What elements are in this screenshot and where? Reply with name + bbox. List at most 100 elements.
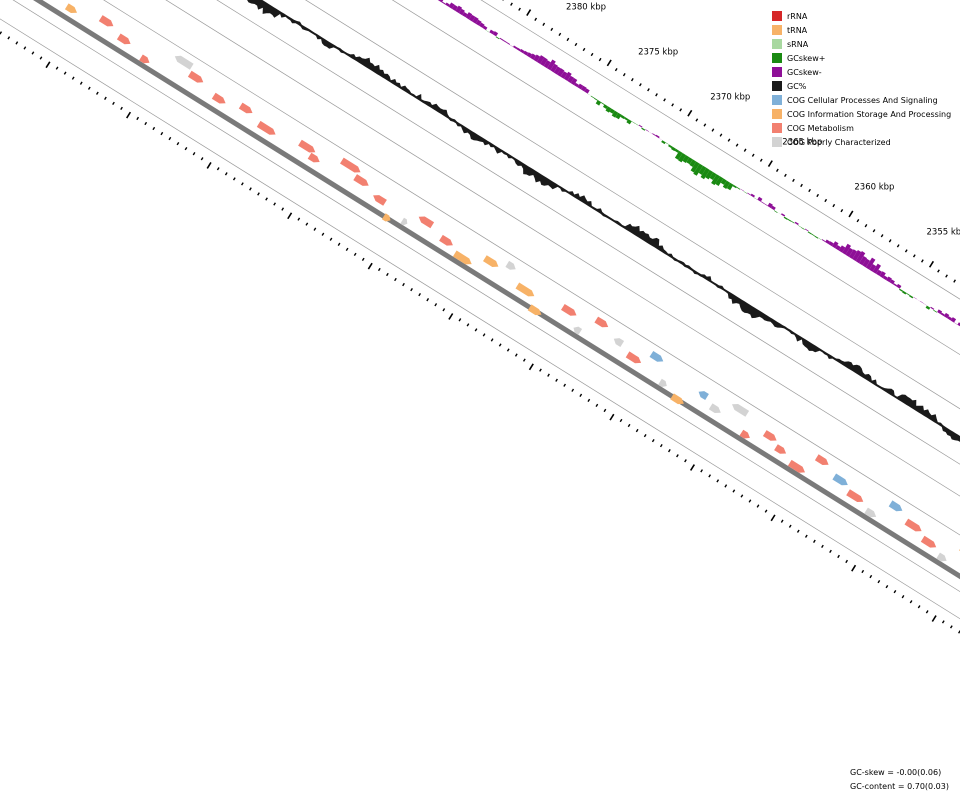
gc-skew-positive-segment (635, 123, 639, 126)
gc-skew-positive-segment (665, 142, 670, 145)
minor-tick (466, 323, 470, 327)
gc-skew-negative-segment (567, 75, 574, 84)
minor-tick (703, 123, 707, 127)
gc-skew-negative-segment (757, 196, 763, 202)
minor-tick (377, 267, 381, 272)
minor-tick (719, 133, 723, 137)
minor-tick (79, 81, 83, 85)
minor-tick (808, 188, 811, 193)
minor-tick (498, 343, 502, 347)
scale-ticks (0, 0, 960, 634)
gc-skew-negative-segment (764, 203, 768, 206)
gc-skew-negative-segment (804, 228, 809, 232)
gc-skew-positive-segment (902, 290, 907, 295)
gc-skew-positive-segment (594, 97, 598, 101)
legend-swatch (772, 95, 782, 105)
gc-skew-negative-segment (438, 0, 444, 3)
gc-skew-negative-segment (540, 57, 548, 67)
gc-skew-negative-segment (845, 247, 854, 257)
minor-tick (31, 51, 35, 55)
minor-tick (695, 118, 699, 122)
gc-skew-negative-segment (499, 37, 504, 41)
legend-swatch (772, 39, 782, 49)
gc-skew-negative-segment (913, 296, 917, 300)
gc-skew-negative-segment (645, 129, 649, 132)
minor-tick (87, 86, 91, 90)
minor-tick (232, 177, 236, 181)
minor-tick (579, 393, 583, 397)
gc-skew-negative-segment (574, 82, 579, 88)
gc-skew-negative-segment (652, 133, 656, 136)
gc-skew-negative-segment (760, 201, 765, 204)
gc-skew-negative-segment (584, 88, 590, 94)
gc-skew-negative-segment (893, 283, 898, 287)
legend-label: GC% (787, 81, 807, 91)
minor-tick (394, 277, 397, 282)
gc-skew-negative-segment (828, 241, 834, 247)
gc-skew-positive-segment (590, 95, 595, 99)
legend-label: COG Metabolism (787, 123, 854, 133)
guide-line (103, 0, 960, 536)
gc-skew-positive-segment (600, 102, 605, 105)
gc-skew-positive-segment (678, 153, 686, 163)
genome-backbone (33, 0, 960, 580)
minor-tick (112, 101, 115, 105)
gc-skew-negative-segment (930, 306, 935, 310)
gc-skew-positive-segment (709, 172, 717, 180)
gc-skew-negative-segment (523, 50, 529, 56)
gene-arrow (505, 260, 516, 270)
guide-line (216, 0, 960, 465)
gc-skew-positive-segment (605, 106, 612, 113)
minor-tick (941, 620, 945, 624)
gc-skew-positive-segment (753, 197, 758, 200)
minor-tick (353, 252, 357, 257)
minor-tick (917, 605, 921, 609)
minor-tick (518, 7, 521, 11)
gene-arrow (698, 391, 709, 400)
gc-skew-negative-segment (570, 77, 578, 86)
minor-tick (659, 444, 663, 448)
gene-arrow (116, 33, 131, 45)
gc-skew-negative-segment (513, 45, 518, 50)
gc-skew-negative-segment (872, 263, 881, 274)
gc-skew-positive-segment (671, 146, 676, 152)
gc-skew-positive-segment (818, 237, 822, 241)
gene-arrow (381, 213, 391, 222)
major-tick (689, 464, 696, 471)
gene-arrow (864, 507, 877, 518)
legend-label: GCskew+ (787, 53, 826, 63)
gc-skew-positive-segment (624, 117, 629, 121)
minor-tick (792, 178, 795, 183)
gc-skew-positive-segment (495, 36, 500, 40)
gc-skew-positive-segment (726, 182, 734, 191)
gc-skew-negative-segment (943, 312, 950, 319)
minor-tick (708, 474, 712, 478)
major-tick (609, 413, 615, 421)
gene-arrow (594, 316, 609, 328)
gc-skew-positive-segment (732, 184, 737, 189)
legend-item-cog-metabolism: COG Metabolism (772, 121, 951, 135)
gc-skew-negative-segment (770, 205, 776, 211)
gene-arrow (670, 393, 684, 405)
gc-skew-negative-segment (923, 303, 927, 306)
legend-label: tRNA (787, 25, 808, 35)
gc-skew-positive-segment (933, 309, 938, 313)
minor-tick (558, 32, 562, 37)
legend-swatch (772, 123, 782, 133)
minor-tick (813, 539, 816, 543)
legend-item-gcskew-plus: GCskew+ (772, 51, 951, 65)
gc-skew-negative-segment (563, 71, 572, 81)
guide-line (165, 0, 960, 497)
gc-skew-positive-segment (722, 180, 731, 189)
minor-tick (337, 242, 341, 246)
minor-tick (764, 509, 768, 513)
minor-tick (305, 222, 309, 226)
gc-skew-negative-segment (536, 55, 545, 64)
gene-arrow (238, 102, 253, 114)
major-tick (606, 59, 612, 67)
gene-arrow (483, 255, 499, 267)
minor-tick (716, 479, 720, 483)
minor-tick (788, 524, 792, 528)
gc-skew-negative-segment (479, 22, 485, 28)
gc-skew-negative-segment (838, 245, 846, 253)
